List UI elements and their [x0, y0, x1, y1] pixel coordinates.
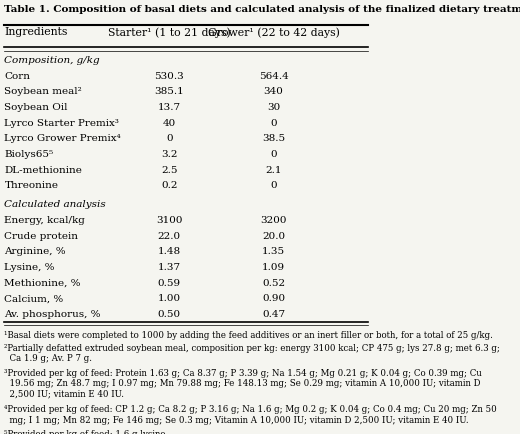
Text: 38.5: 38.5 — [262, 134, 285, 143]
Text: Corn: Corn — [5, 71, 31, 80]
Text: Ingredients: Ingredients — [5, 27, 68, 37]
Text: 0: 0 — [270, 150, 277, 158]
Text: Lyrco Starter Premix³: Lyrco Starter Premix³ — [5, 118, 120, 127]
Text: DL-methionine: DL-methionine — [5, 165, 82, 174]
Text: 564.4: 564.4 — [259, 71, 289, 80]
Text: Soybean meal²: Soybean meal² — [5, 87, 82, 96]
Text: Calcium, %: Calcium, % — [5, 294, 64, 302]
Text: Energy, kcal/kg: Energy, kcal/kg — [5, 216, 85, 224]
Text: 3100: 3100 — [156, 216, 183, 224]
Text: 3.2: 3.2 — [161, 150, 178, 158]
Text: 30: 30 — [267, 102, 280, 112]
Text: Starter¹ (1 to 21 days): Starter¹ (1 to 21 days) — [108, 27, 231, 38]
Text: 0: 0 — [166, 134, 173, 143]
Text: 40: 40 — [163, 118, 176, 127]
Text: 1.37: 1.37 — [158, 263, 181, 271]
Text: Calculated analysis: Calculated analysis — [5, 200, 106, 209]
Text: Biolys65⁵: Biolys65⁵ — [5, 150, 54, 158]
Text: ²Partially defatted extruded soybean meal, composition per kg: energy 3100 kcal;: ²Partially defatted extruded soybean mea… — [4, 343, 500, 362]
Text: 0.52: 0.52 — [262, 278, 285, 287]
Text: Threonine: Threonine — [5, 181, 58, 190]
Text: 1.35: 1.35 — [262, 247, 285, 256]
Text: 340: 340 — [264, 87, 283, 96]
Text: Crude protein: Crude protein — [5, 231, 79, 240]
Text: 13.7: 13.7 — [158, 102, 181, 112]
Text: Lyrco Grower Premix⁴: Lyrco Grower Premix⁴ — [5, 134, 121, 143]
Text: Av. phosphorus, %: Av. phosphorus, % — [5, 309, 101, 318]
Text: Lysine, %: Lysine, % — [5, 263, 55, 271]
Text: 0.59: 0.59 — [158, 278, 181, 287]
Text: Arginine, %: Arginine, % — [5, 247, 66, 256]
Text: Composition, g/kg: Composition, g/kg — [5, 56, 100, 65]
Text: 0.47: 0.47 — [262, 309, 285, 318]
Text: 0: 0 — [270, 118, 277, 127]
Text: 530.3: 530.3 — [154, 71, 184, 80]
Text: 0.90: 0.90 — [262, 294, 285, 302]
Text: Table 1. Composition of basal diets and calculated analysis of the finalized die: Table 1. Composition of basal diets and … — [4, 5, 520, 14]
Text: 20.0: 20.0 — [262, 231, 285, 240]
Text: 1.09: 1.09 — [262, 263, 285, 271]
Text: Grower¹ (22 to 42 days): Grower¹ (22 to 42 days) — [207, 27, 340, 38]
Text: 2.1: 2.1 — [265, 165, 282, 174]
Text: 2.5: 2.5 — [161, 165, 178, 174]
Text: Soybean Oil: Soybean Oil — [5, 102, 68, 112]
Text: ¹Basal diets were completed to 1000 by adding the feed additives or an inert fil: ¹Basal diets were completed to 1000 by a… — [4, 330, 492, 339]
Text: 1.00: 1.00 — [158, 294, 181, 302]
Text: ⁵Provided per kg of feed: 1.6 g lysine.: ⁵Provided per kg of feed: 1.6 g lysine. — [4, 429, 168, 434]
Text: Methionine, %: Methionine, % — [5, 278, 81, 287]
Text: 0.2: 0.2 — [161, 181, 178, 190]
Text: 3200: 3200 — [261, 216, 287, 224]
Text: 0.50: 0.50 — [158, 309, 181, 318]
Text: ³Provided per kg of feed: Protein 1.63 g; Ca 8.37 g; P 3.39 g; Na 1.54 g; Mg 0.2: ³Provided per kg of feed: Protein 1.63 g… — [4, 368, 482, 398]
Text: 1.48: 1.48 — [158, 247, 181, 256]
Text: 385.1: 385.1 — [154, 87, 184, 96]
Text: 0: 0 — [270, 181, 277, 190]
Text: 22.0: 22.0 — [158, 231, 181, 240]
Text: ⁴Provided per kg of feed: CP 1.2 g; Ca 8.2 g; P 3.16 g; Na 1.6 g; Mg 0.2 g; K 0.: ⁴Provided per kg of feed: CP 1.2 g; Ca 8… — [4, 404, 497, 424]
